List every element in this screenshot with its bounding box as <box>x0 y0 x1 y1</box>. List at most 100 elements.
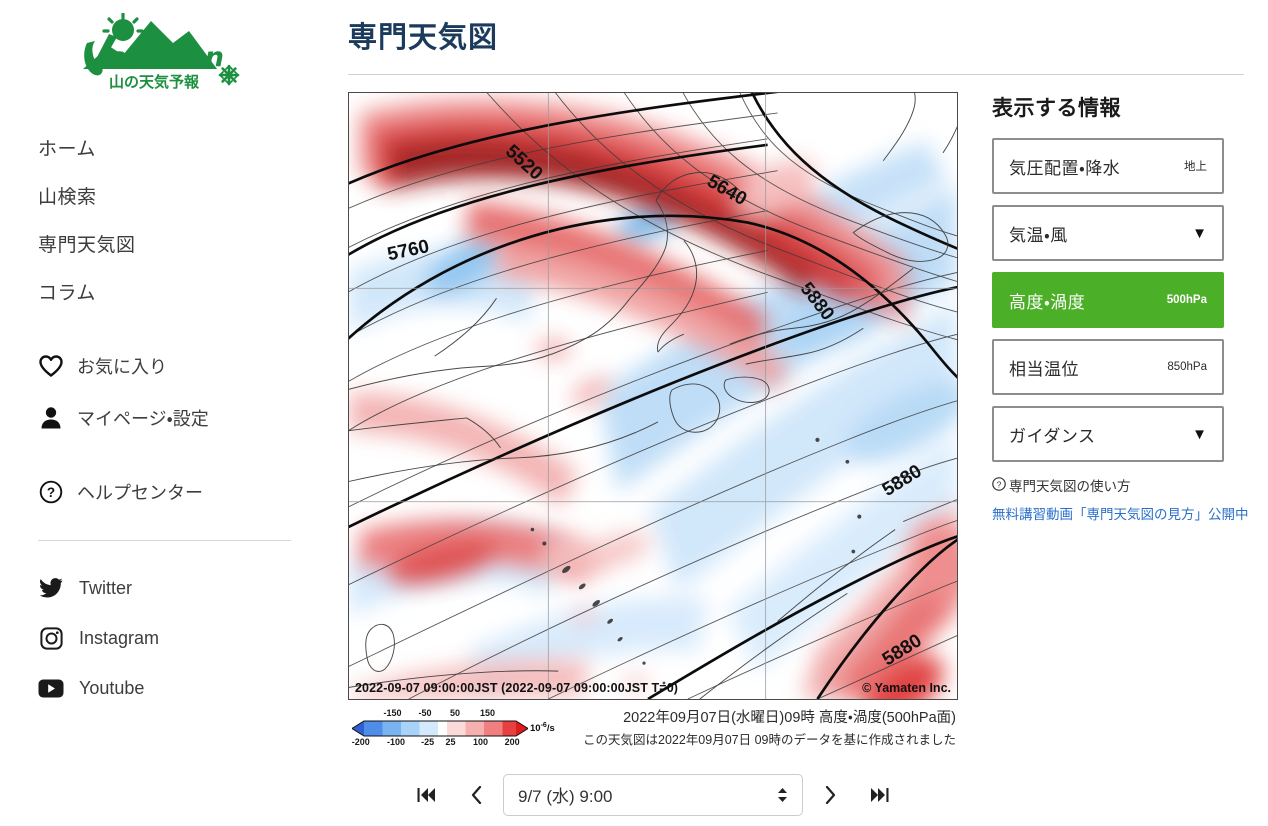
heart-icon <box>38 353 64 379</box>
map-footer-row: -150 -50 50 150 <box>348 708 958 750</box>
first-time-button[interactable] <box>403 774 449 816</box>
social-link-label: Youtube <box>79 677 145 698</box>
skip-to-first-icon <box>417 787 435 802</box>
time-navigation: 9/7 (水) 9:00 <box>348 773 958 816</box>
sidebar: amaten 山の天気予報 <box>0 0 330 826</box>
sidebar-item-label: コラム <box>38 283 96 304</box>
colorbar-gradient <box>352 720 528 737</box>
question-circle-small-icon: ? <box>992 476 1006 494</box>
colorbar-tick: -25 <box>421 737 435 747</box>
colorbar-strip-row: 10-6/s <box>352 720 563 737</box>
chevron-down-icon: ▼ <box>1192 425 1207 443</box>
sidebar-item-help-center[interactable]: ? ヘルプセンター <box>38 466 330 518</box>
colorbar-tick: 25 <box>445 737 456 747</box>
time-select[interactable]: 9/7 (水) 9:00 <box>503 773 803 816</box>
last-time-button[interactable] <box>857 774 903 816</box>
sidebar-item-label: ヘルプセンター <box>77 483 203 503</box>
sidebar-item-expert-weather-map[interactable]: 専門天気図 <box>38 222 330 270</box>
colorbar-tick: -100 <box>386 737 406 747</box>
option-label: 気圧配置・降水 <box>1009 158 1121 178</box>
map-caption-sub: この天気図は2022年09月07日 09時のデータを基に作成されました <box>583 732 956 747</box>
sidebar-item-home[interactable]: ホーム <box>38 126 330 174</box>
panel-links: ? 専門天気図の使い方 無料講習動画「専門天気図の見方」公開中 <box>992 475 1249 523</box>
option-label: 気温・風 <box>1009 225 1068 245</box>
sidebar-item-label: 専門天気図 <box>38 235 136 256</box>
colorbar-tick: -50 <box>418 708 432 718</box>
youtube-icon <box>38 675 64 701</box>
svg-text:山の天気予報: 山の天気予報 <box>109 73 200 91</box>
person-icon <box>38 405 64 431</box>
nav-spacer <box>38 318 330 340</box>
colorbar-ticks-top: -150 -50 50 150 <box>352 708 528 720</box>
previous-time-button[interactable] <box>453 774 499 816</box>
map-credit: © Yamaten Inc. <box>862 681 951 695</box>
option-level: 地上 <box>1184 161 1207 173</box>
nav-spacer-2 <box>38 444 330 466</box>
option-equivalent-potential-temp[interactable]: 相当温位 850hPa <box>992 339 1224 395</box>
social-link-instagram[interactable]: Instagram <box>38 613 330 663</box>
map-column: 5520 5640 5760 5880 5880 5880 <box>348 92 960 816</box>
sidebar-item-column[interactable]: コラム <box>38 270 330 318</box>
sidebar-item-label: お気に入り <box>77 357 167 377</box>
help-usage-label: 専門天気図の使い方 <box>1009 479 1131 494</box>
chevron-left-icon <box>471 785 481 804</box>
colorbar-tick: 100 <box>472 737 488 747</box>
map-timestamp: 2022-09-07 09:00:00JST (2022-09-07 09:00… <box>355 681 679 695</box>
colorbar-tick: -200 <box>351 737 370 747</box>
sidebar-item-label: 山検索 <box>38 187 97 208</box>
colorbar-tick: 50 <box>449 708 460 718</box>
sidebar-item-mypage-settings[interactable]: マイページ・設定 <box>38 392 330 444</box>
title-divider <box>348 74 1244 75</box>
content-row: 5520 5640 5760 5880 5880 5880 <box>348 92 1268 816</box>
svg-text:?: ? <box>47 485 55 500</box>
option-label: 高度・渦度 <box>1009 292 1086 312</box>
instagram-icon <box>38 625 64 651</box>
chevron-down-icon: ▼ <box>1192 224 1207 242</box>
primary-nav: ホーム 山検索 専門天気図 コラム お気に入り マイページ・設定 ? <box>0 126 330 518</box>
option-level: 850hPa <box>1167 361 1207 373</box>
option-surface-pressure-precip[interactable]: 気圧配置・降水 地上 <box>992 138 1224 194</box>
site-logo[interactable]: amaten 山の天気予報 <box>0 6 330 106</box>
colorbar-tick: 200 <box>504 737 520 747</box>
free-video-link[interactable]: 無料講習動画「専門天気図の見方」公開中 <box>992 507 1249 522</box>
sidebar-item-favorites[interactable]: お気に入り <box>38 340 330 392</box>
sidebar-item-label: マイページ・設定 <box>77 409 209 429</box>
social-link-twitter[interactable]: Twitter <box>38 563 330 613</box>
info-panel: 表示する情報 気圧配置・降水 地上 気温・風 ▼ 高度・渦度 500hPa 相当… <box>992 92 1249 816</box>
weather-map[interactable]: 5520 5640 5760 5880 5880 5880 <box>348 92 958 700</box>
question-circle-icon: ? <box>38 479 64 505</box>
option-label: 相当温位 <box>1009 359 1079 379</box>
page-title: 専門天気図 <box>348 22 499 54</box>
next-time-button[interactable] <box>807 774 853 816</box>
chevron-right-icon <box>825 785 835 804</box>
skip-to-last-icon <box>871 787 889 802</box>
colorbar-ticks-bottom: -200 -100 -25 25 100 200 <box>352 737 528 749</box>
main-content: 専門天気図 <box>330 0 1268 826</box>
option-label: ガイダンス <box>1009 426 1096 446</box>
social-link-label: Instagram <box>79 627 160 648</box>
option-level: 500hPa <box>1166 294 1207 306</box>
map-caption-main: 2022年09月07日(水曜日)09時 高度・渦度(500hPa面) <box>623 710 956 726</box>
colorbar: -150 -50 50 150 <box>348 708 563 750</box>
option-height-vorticity[interactable]: 高度・渦度 500hPa <box>992 272 1224 328</box>
svg-text:?: ? <box>997 479 1002 489</box>
time-select-value: 9/7 (水) 9:00 <box>518 787 613 807</box>
map-caption: 2022年09月07日(水曜日)09時 高度・渦度(500hPa面) この天気図… <box>563 708 958 750</box>
svg-text:amaten: amaten <box>109 42 224 73</box>
help-usage-link[interactable]: ? 専門天気図の使い方 <box>992 475 1242 495</box>
sidebar-item-mountain-search[interactable]: 山検索 <box>38 174 330 222</box>
spinner-arrows-icon <box>777 787 788 802</box>
social-link-label: Twitter <box>79 577 133 598</box>
panel-title: 表示する情報 <box>992 97 1121 120</box>
social-links: Twitter Instagram Youtube <box>0 563 330 713</box>
social-link-youtube[interactable]: Youtube <box>38 663 330 713</box>
colorbar-tick: 150 <box>480 708 496 718</box>
option-temperature-wind[interactable]: 気温・風 ▼ <box>992 205 1224 261</box>
twitter-icon <box>38 575 64 601</box>
sidebar-item-label: ホーム <box>38 139 96 160</box>
option-guidance[interactable]: ガイダンス ▼ <box>992 406 1224 462</box>
colorbar-unit: 10-6/s <box>530 722 555 735</box>
colorbar-tick: -150 <box>383 708 402 718</box>
sidebar-divider <box>38 540 291 541</box>
